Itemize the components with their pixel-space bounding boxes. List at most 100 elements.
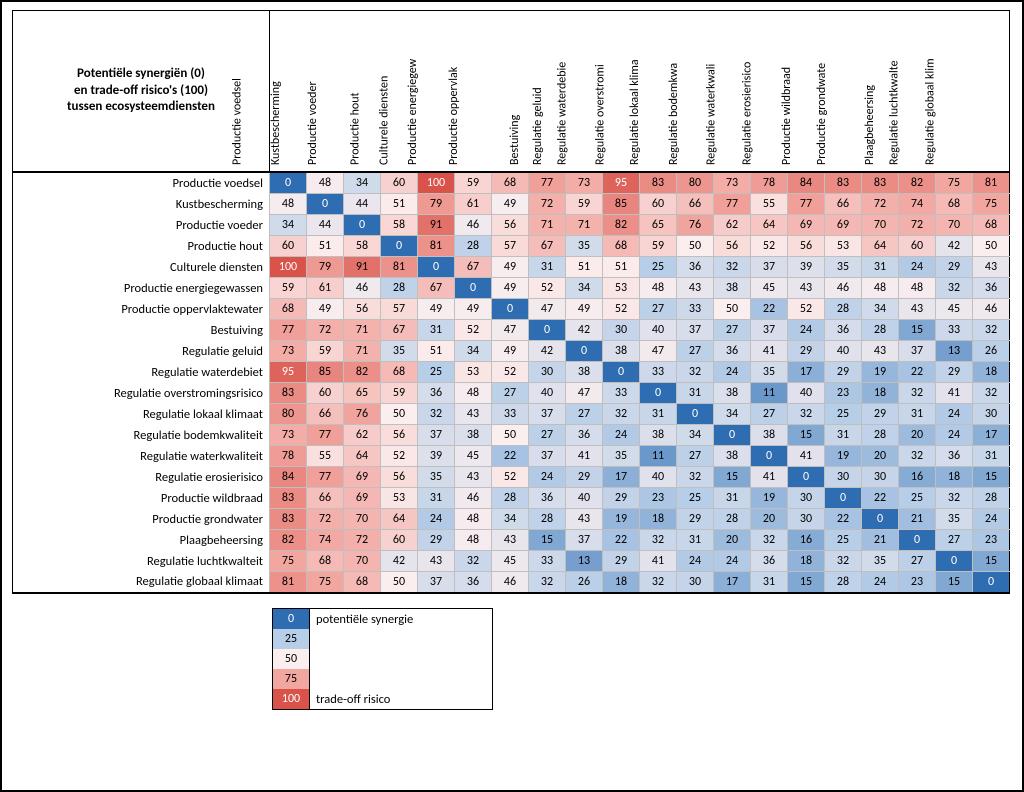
matrix-cell: 28 [862, 425, 899, 446]
matrix-cell: 52 [529, 278, 566, 299]
matrix-cell: 41 [566, 446, 603, 467]
matrix-cell: 49 [492, 341, 529, 362]
matrix-cell: 36 [714, 341, 751, 362]
matrix-cell: 32 [788, 404, 825, 425]
matrix-cell: 60 [381, 530, 418, 551]
matrix-cell: 100 [270, 257, 307, 278]
matrix-cell: 32 [936, 278, 973, 299]
matrix-cell: 49 [492, 194, 529, 215]
col-header-label: Regulatie globaal klim [923, 58, 937, 165]
matrix-cell: 50 [492, 425, 529, 446]
matrix-cell: 40 [640, 320, 677, 341]
matrix-cell: 32 [677, 362, 714, 383]
matrix-cell: 15 [973, 551, 1010, 572]
matrix-cell: 30 [973, 404, 1010, 425]
matrix-cell: 36 [751, 551, 788, 572]
matrix-cell: 35 [862, 551, 899, 572]
matrix-cell: 35 [936, 509, 973, 530]
matrix-cell: 30 [825, 467, 862, 488]
col-header-label: Productie oppervlak [447, 67, 461, 165]
col-header-label: Productie voedsel [231, 78, 245, 165]
matrix-cell: 81 [973, 172, 1010, 194]
matrix-cell: 19 [825, 446, 862, 467]
matrix-cell: 28 [973, 488, 1010, 509]
matrix-cell: 68 [603, 236, 640, 257]
row-header: Bestuiving [13, 320, 270, 341]
matrix-cell: 30 [603, 320, 640, 341]
matrix-cell: 30 [788, 509, 825, 530]
matrix-cell: 36 [936, 446, 973, 467]
matrix-cell: 40 [566, 488, 603, 509]
matrix-cell: 51 [566, 257, 603, 278]
matrix-cell: 61 [455, 194, 492, 215]
matrix-cell: 39 [418, 446, 455, 467]
matrix-cell: 53 [381, 488, 418, 509]
matrix-cell: 53 [825, 236, 862, 257]
matrix-cell: 32 [899, 446, 936, 467]
matrix-cell: 71 [344, 341, 381, 362]
legend-label [310, 649, 492, 669]
matrix-cell: 82 [899, 172, 936, 194]
matrix-cell: 41 [788, 446, 825, 467]
matrix-cell: 20 [714, 530, 751, 551]
legend-swatch: 25 [273, 629, 310, 649]
matrix-cell: 32 [603, 404, 640, 425]
matrix-cell: 49 [492, 278, 529, 299]
legend-swatch: 0 [273, 609, 310, 629]
matrix-cell: 61 [307, 278, 344, 299]
matrix-cell: 42 [566, 320, 603, 341]
matrix-cell: 27 [936, 530, 973, 551]
matrix-cell: 77 [307, 467, 344, 488]
matrix-cell: 29 [603, 488, 640, 509]
matrix-cell: 43 [862, 341, 899, 362]
matrix-cell: 31 [529, 257, 566, 278]
matrix-cell: 59 [381, 383, 418, 404]
matrix-cell: 0 [455, 278, 492, 299]
col-header-label: Regulatie bodemkwa [667, 63, 681, 165]
matrix-cell: 52 [492, 467, 529, 488]
matrix-cell: 0 [418, 257, 455, 278]
matrix-cell: 13 [936, 341, 973, 362]
matrix-cell: 62 [344, 425, 381, 446]
matrix-cell: 52 [751, 236, 788, 257]
matrix-cell: 68 [270, 299, 307, 320]
col-header-label: Plaagbeheersing [863, 85, 877, 165]
matrix-cell: 11 [751, 383, 788, 404]
matrix-cell: 27 [677, 446, 714, 467]
matrix-cell: 48 [640, 278, 677, 299]
row-header: Regulatie luchtkwalteit [13, 551, 270, 572]
matrix-cell: 28 [825, 572, 862, 594]
matrix-cell: 29 [418, 530, 455, 551]
matrix-cell: 24 [418, 509, 455, 530]
matrix-cell: 20 [899, 425, 936, 446]
matrix-cell: 70 [344, 509, 381, 530]
matrix-cell: 24 [973, 509, 1010, 530]
matrix-cell: 31 [714, 488, 751, 509]
matrix-cell: 36 [825, 320, 862, 341]
matrix-cell: 0 [973, 572, 1010, 594]
col-header: Regulatie globaal klim [973, 11, 1010, 173]
matrix-cell: 15 [899, 320, 936, 341]
matrix-cell: 35 [825, 257, 862, 278]
matrix-cell: 73 [566, 172, 603, 194]
matrix-cell: 19 [751, 488, 788, 509]
matrix-cell: 81 [418, 236, 455, 257]
matrix-cell: 67 [529, 236, 566, 257]
matrix-cell: 48 [270, 194, 307, 215]
row-header: Regulatie waterdebiet [13, 362, 270, 383]
matrix-cell: 51 [307, 236, 344, 257]
col-header-label: Productie voeder [306, 81, 320, 165]
matrix-cell: 78 [751, 172, 788, 194]
matrix-cell: 32 [529, 572, 566, 594]
matrix-cell: 36 [677, 257, 714, 278]
matrix-cell: 32 [973, 320, 1010, 341]
matrix-cell: 45 [936, 299, 973, 320]
row-header: Productie hout [13, 236, 270, 257]
matrix-cell: 37 [529, 446, 566, 467]
matrix-cell: 95 [603, 172, 640, 194]
matrix-cell: 21 [862, 530, 899, 551]
matrix-cell: 30 [677, 572, 714, 594]
col-header-label: Regulatie geluid [531, 87, 545, 165]
matrix-cell: 65 [640, 215, 677, 236]
matrix-cell: 18 [788, 551, 825, 572]
